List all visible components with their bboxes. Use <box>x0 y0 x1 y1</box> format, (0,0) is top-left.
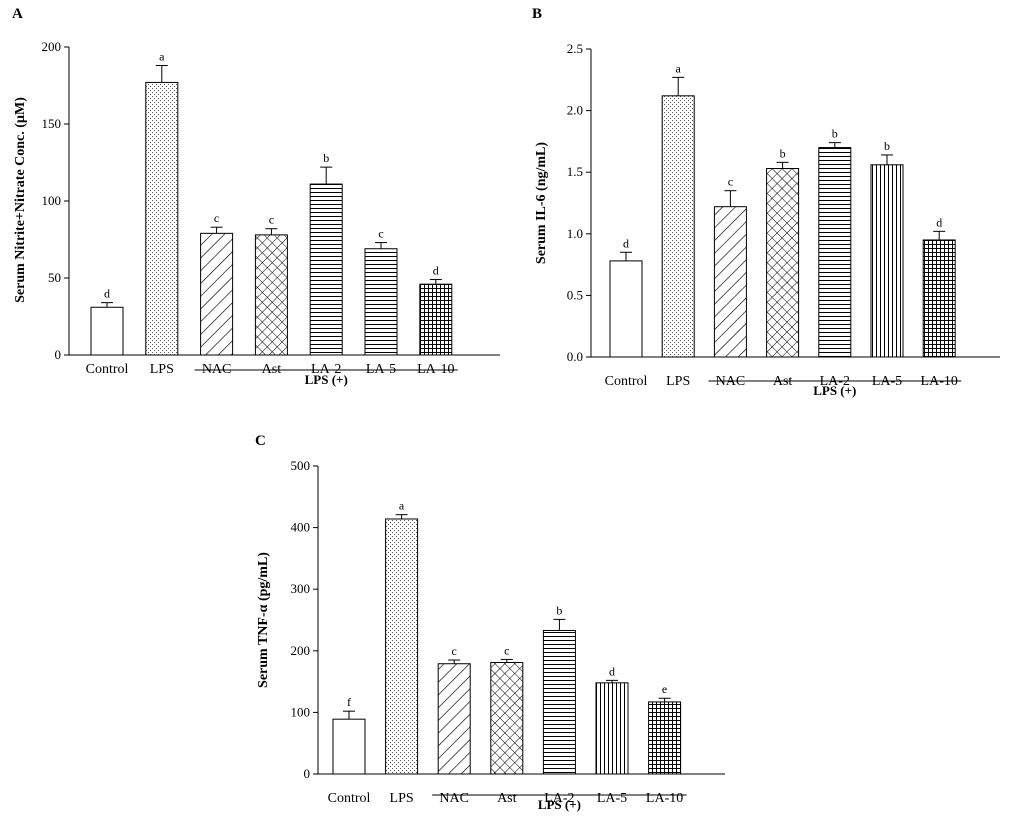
panel-b-sig-label: b <box>780 146 786 160</box>
panel-c: C Serum TNF-α (pg/mL) 0 100 200 300 400 500 f C… <box>255 433 725 812</box>
panel-a-bar-la-2 <box>309 183 343 356</box>
panel-a-ytick-label: 0 <box>55 347 62 362</box>
panel-a-bar-la-10 <box>419 283 453 356</box>
panel-a-bar-ast <box>254 234 288 356</box>
panel-b-group-label: LPS (+) <box>813 383 856 398</box>
panel-b-bar-lps <box>661 95 695 358</box>
panel-b-sig-label: a <box>676 61 682 75</box>
panel-b-sig-label: b <box>832 127 838 141</box>
panel-a-bar-control <box>90 306 124 356</box>
panel-a-category-label: Control <box>86 362 129 377</box>
panel-a-sig-label: d <box>433 264 439 278</box>
panel-c-ytick-label: 200 <box>291 643 311 658</box>
panel-c-bar-control <box>332 718 366 775</box>
panel-b-ytick-label: 2.5 <box>567 41 583 56</box>
panel-b-category-label: LPS <box>666 374 690 389</box>
panel-c-sig-label: d <box>609 664 615 678</box>
panel-c-ytick-label: 500 <box>291 458 311 473</box>
panel-a-ylabel: Serum Nitrite+Nitrate Conc. (µM) <box>13 97 28 303</box>
panel-c-bar-ast <box>490 662 524 775</box>
panel-c-ytick-label: 400 <box>291 520 311 535</box>
panel-a-category-label: LPS <box>150 362 174 377</box>
panel-c-category-label: Ast <box>497 791 517 806</box>
panel-c-letter: C <box>255 433 266 449</box>
panel-c-category-label: LPS <box>390 791 414 806</box>
panel-b-bar-la-10 <box>922 239 956 358</box>
panel-a-group-label: LPS (+) <box>305 372 348 387</box>
panel-a-sig-label: c <box>269 213 274 227</box>
panel-b-bar-control <box>609 260 643 358</box>
panel-a-ytick-label: 100 <box>42 193 62 208</box>
panel-a-bar-la-5 <box>364 248 398 356</box>
panel-a-ytick-label: 50 <box>48 270 61 285</box>
panel-c-sig-label: a <box>399 499 405 513</box>
panel-b-sig-label: c <box>728 175 733 189</box>
panel-b-sig-label: d <box>623 236 629 250</box>
panel-b-sig-label: b <box>884 139 890 153</box>
panel-a-letter: A <box>12 6 23 22</box>
panel-c-sig-label: b <box>556 603 562 617</box>
panel-a-sig-label: c <box>214 211 219 225</box>
panel-a-plot: 050100150200dControlaLPScNACcAstbLA-2cLA… <box>42 39 500 387</box>
panel-b-ytick-label: 1.0 <box>567 226 583 241</box>
panel-c-category-label: LA-10 <box>646 791 683 806</box>
panel-b-letter: B <box>532 6 542 22</box>
panel-c-ytick-label: 300 <box>291 581 311 596</box>
panel-c-ytick-label: 0 <box>304 766 311 781</box>
panel-b-sig-label: d <box>936 215 942 229</box>
panel-c-category-label: Control <box>328 791 371 806</box>
panel-c-sig-label: c <box>452 644 457 658</box>
panel-c-group-label: LPS (+) <box>538 797 581 812</box>
panel-a-ytick-label: 150 <box>42 116 62 131</box>
panel-a-sig-label: b <box>323 151 329 165</box>
panel-a-sig-label: a <box>159 49 165 63</box>
panel-c-category-label: NAC <box>439 791 469 806</box>
panel-a-bar-nac <box>200 232 234 356</box>
panel-c-ytick-label: 100 <box>291 704 311 719</box>
panel-b: B Serum IL-6 (ng/mL) 0.0 0.5 1.0 1.5 2.0 2.5 d… <box>532 6 1000 398</box>
panel-c-plot: 0 100 200 300 400 500 f Control a LPS c NAC c Ast b LA-… <box>291 458 725 812</box>
panel-b-bar-la-5 <box>870 164 904 358</box>
panel-c-sig-label: e <box>662 682 667 696</box>
panel-b-bar-la-2 <box>818 147 852 358</box>
panel-c-ylabel: Serum TNF-α (pg/mL) <box>256 552 271 688</box>
panel-b-bar-ast <box>766 168 800 358</box>
panel-c-bar-lps <box>385 518 419 775</box>
panel-a-bar-lps <box>145 81 179 356</box>
panel-c-bar-nac <box>437 663 471 775</box>
panel-c-bar-la-2 <box>542 629 576 775</box>
panel-c-bar-la-5 <box>595 682 629 775</box>
panel-c-category-label: LA-5 <box>597 791 627 806</box>
panel-a: A Serum Nitrite+Nitrate Conc. (µM) 0 50 10… <box>12 6 500 387</box>
panel-b-ytick-label: 0.5 <box>567 287 583 302</box>
panel-b-bar-nac <box>713 206 747 358</box>
panel-c-sig-label: f <box>347 695 351 709</box>
panel-c-bar-la-10 <box>648 701 682 775</box>
panel-a-sig-label: d <box>104 287 110 301</box>
panel-a-sig-label: c <box>378 227 383 241</box>
panel-a-ytick-label: 200 <box>42 39 62 54</box>
panel-b-ytick-label: 0.0 <box>567 349 583 364</box>
panel-b-plot: 0.00.51.01.52.02.5dControlaLPScNACbAstbL… <box>567 41 1000 398</box>
panel-b-ylabel: Serum IL-6 (ng/mL) <box>534 142 549 264</box>
panel-c-sig-label: c <box>504 643 509 657</box>
panel-b-ytick-label: 2.0 <box>567 103 583 118</box>
panel-b-category-label: Control <box>605 374 648 389</box>
panel-b-ytick-label: 1.5 <box>567 164 583 179</box>
